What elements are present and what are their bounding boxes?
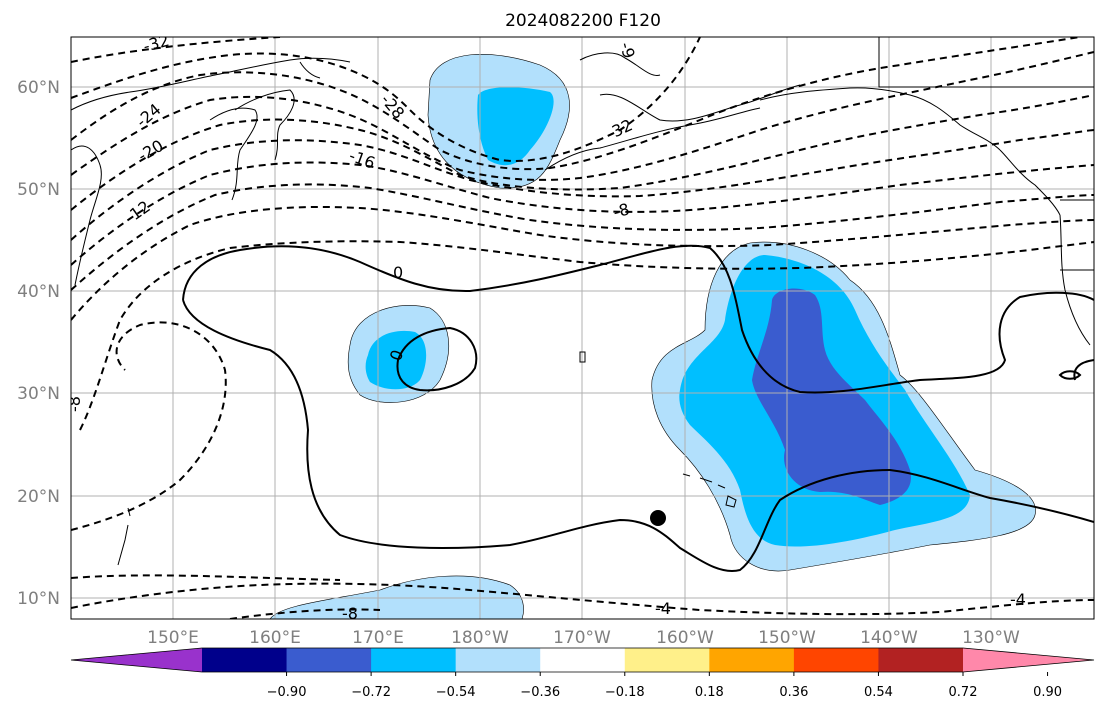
colorbar-segment bbox=[455, 648, 541, 672]
contour-label: -12 bbox=[121, 197, 153, 228]
lon-tick: 160°E bbox=[249, 628, 301, 648]
colorbar-tick-label: −0.36 bbox=[520, 685, 560, 700]
contour-label: 0 bbox=[393, 263, 403, 282]
lat-tick: 20°N bbox=[17, 487, 60, 507]
contour-label: -8 bbox=[611, 199, 631, 221]
colorbar-tick-label: 0.18 bbox=[695, 685, 724, 700]
colorbar-extend-min bbox=[71, 648, 202, 672]
lat-axis: 60°N 50°N 40°N 30°N 20°N 10°N bbox=[17, 78, 60, 609]
colorbar-outline bbox=[70, 647, 1095, 673]
shading-dark-blue bbox=[752, 288, 911, 505]
lon-tick: 150°W bbox=[758, 628, 816, 648]
colorbar-segment bbox=[878, 648, 964, 672]
colorbar-tick-label: 0.90 bbox=[1033, 685, 1062, 700]
coastlines bbox=[71, 37, 1094, 566]
colorbar-segment bbox=[540, 648, 626, 672]
map-area: -32 -28 -24 -20 -16 -12 -8 -4 0 -32 -4 0… bbox=[65, 31, 1094, 623]
contour-label: -8 bbox=[65, 396, 84, 412]
contour-label: -4 bbox=[1010, 590, 1026, 609]
colorbar-segment bbox=[202, 648, 288, 672]
lon-tick: 160°W bbox=[656, 628, 714, 648]
contour-label: -24 bbox=[132, 100, 164, 131]
colorbar-tick-label: 0.54 bbox=[864, 685, 893, 700]
contour-label: -9 bbox=[616, 40, 638, 60]
colorbar-segment bbox=[286, 648, 372, 672]
contours-negative bbox=[71, 37, 1094, 619]
lon-tick: 170°E bbox=[352, 628, 404, 648]
colorbar: −0.90 −0.72 −0.54 −0.36 −0.18 0.18 0.36 0.54 0.7… bbox=[70, 647, 1095, 700]
colorbar-tick-label: 0.72 bbox=[949, 685, 978, 700]
map-title: 2024082200 F120 bbox=[505, 11, 661, 31]
colorbar-tick-label: −0.18 bbox=[605, 685, 645, 700]
contour-label: -28 bbox=[377, 90, 408, 122]
contour-label: -32 bbox=[141, 31, 171, 56]
lon-tick: 140°W bbox=[860, 628, 918, 648]
contour-label: -8 bbox=[342, 604, 358, 623]
lon-tick: 170°W bbox=[553, 628, 611, 648]
lat-tick: 30°N bbox=[17, 384, 60, 404]
lon-axis: 150°E 160°E 170°E 180°W 170°W 160°W 150°… bbox=[147, 628, 1020, 648]
colorbar-tick-label: −0.90 bbox=[267, 685, 307, 700]
colorbar-segment bbox=[371, 648, 457, 672]
colorbar-extend-max bbox=[963, 648, 1094, 672]
colorbar-segment bbox=[624, 648, 710, 672]
lat-tick: 40°N bbox=[17, 282, 60, 302]
storm-center-marker bbox=[650, 510, 666, 526]
colorbar-segment bbox=[793, 648, 879, 672]
lon-tick: 180°W bbox=[451, 628, 509, 648]
map-frame bbox=[70, 36, 1095, 620]
colorbar-tick-label: 0.36 bbox=[779, 685, 808, 700]
contour-zero bbox=[182, 244, 1094, 572]
contour-label: -4 bbox=[655, 599, 671, 618]
colorbar-segment bbox=[709, 648, 795, 672]
lon-tick: 150°E bbox=[147, 628, 199, 648]
lat-tick: 60°N bbox=[17, 78, 60, 98]
lon-tick: 130°W bbox=[962, 628, 1020, 648]
colorbar-tick-label: −0.54 bbox=[436, 685, 476, 700]
lat-tick: 10°N bbox=[17, 589, 60, 609]
lat-tick: 50°N bbox=[17, 180, 60, 200]
colorbar-tick-label: −0.72 bbox=[351, 685, 391, 700]
contour-label: -16 bbox=[347, 146, 378, 173]
